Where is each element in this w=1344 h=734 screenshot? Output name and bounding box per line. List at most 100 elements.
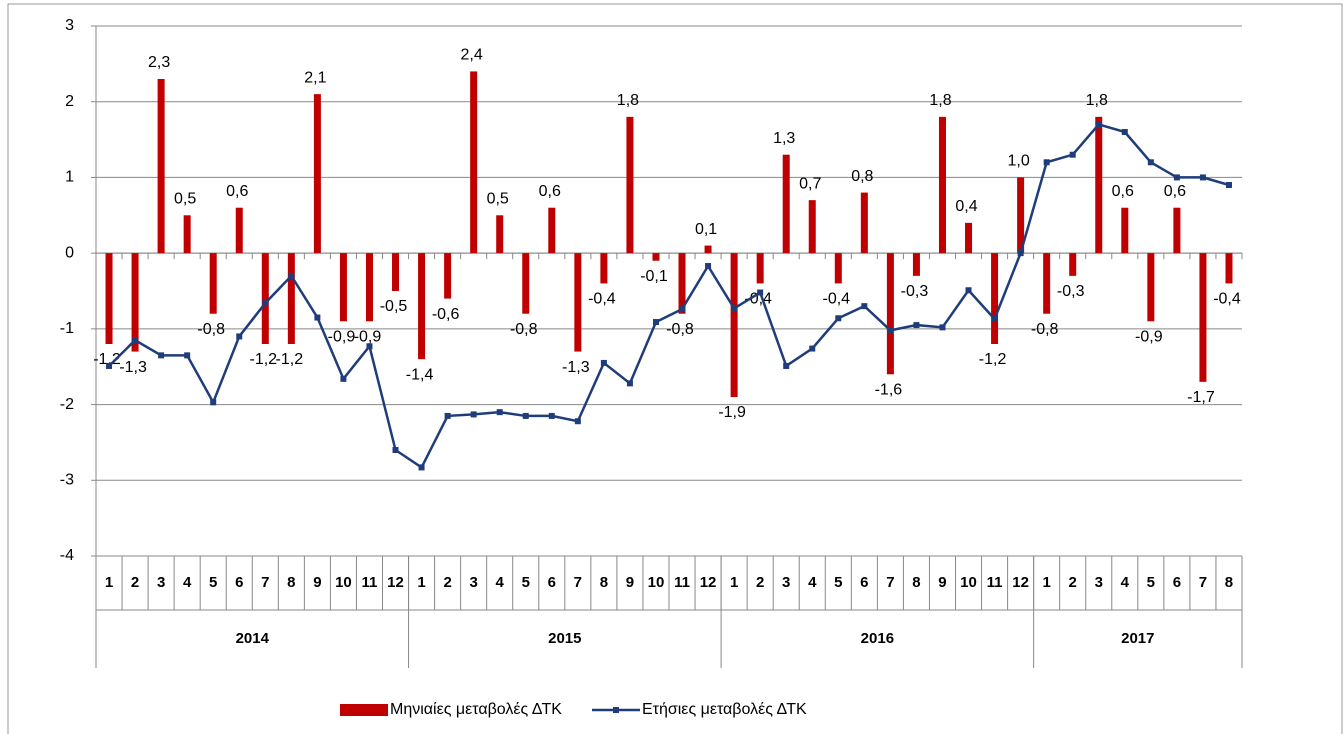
marker [1225, 182, 1232, 188]
bar [1017, 177, 1025, 254]
x-tick-label: 6 [860, 574, 868, 591]
data-label: 0,6 [1164, 183, 1186, 200]
x-tick-label: 8 [287, 574, 295, 591]
x-tick-label: 5 [522, 574, 530, 591]
data-label: 2,1 [304, 69, 326, 86]
bar [886, 253, 894, 375]
bar [1121, 207, 1129, 254]
marker [1069, 151, 1076, 158]
data-label: -0,8 [666, 321, 694, 338]
data-label: -0,8 [1031, 321, 1059, 338]
x-tick-label: 4 [496, 574, 505, 591]
marker [262, 300, 269, 307]
bar [678, 253, 686, 314]
legend-swatch [340, 704, 388, 716]
x-tick-label: 12 [700, 574, 717, 591]
bar [626, 116, 634, 254]
x-tick-label: 11 [674, 574, 690, 591]
bar [105, 253, 113, 344]
x-tick-label: 2 [756, 574, 764, 591]
bar [261, 253, 269, 344]
data-label: -0,4 [588, 291, 616, 308]
data-label: 0,4 [955, 198, 977, 215]
marker [366, 343, 373, 350]
marker [991, 316, 998, 323]
x-tick-label: 8 [1225, 574, 1233, 591]
bar [756, 253, 764, 284]
data-label: -0,3 [1057, 283, 1085, 300]
marker [600, 359, 607, 366]
x-tick-label: 7 [886, 574, 894, 591]
marker [809, 345, 816, 352]
marker [496, 409, 503, 416]
marker [652, 319, 659, 326]
x-tick-label: 5 [1147, 574, 1155, 591]
y-tick-label: -4 [60, 547, 74, 564]
bar [444, 253, 452, 299]
x-tick-label: 4 [808, 574, 817, 591]
x-tick-label: 3 [469, 574, 477, 591]
marker [731, 305, 738, 312]
x-tick-label: 7 [261, 574, 269, 591]
marker [184, 352, 191, 359]
x-tick-label: 2 [131, 574, 139, 591]
marker [1147, 159, 1154, 166]
data-label: -1,6 [875, 382, 903, 399]
marker [418, 464, 425, 471]
marker [314, 314, 321, 321]
marker [132, 337, 139, 344]
data-label: 2,4 [461, 47, 483, 64]
marker [913, 322, 920, 329]
y-tick-label: 3 [65, 17, 74, 34]
x-tick-label: 1 [105, 574, 113, 591]
bar [522, 253, 530, 314]
x-tick-label: 8 [912, 574, 920, 591]
bar [1199, 253, 1207, 382]
data-label: 1,8 [1086, 92, 1108, 109]
bar [1043, 253, 1051, 314]
bar [782, 154, 790, 254]
data-label: -0,9 [354, 329, 382, 346]
x-tick-label: 1 [417, 574, 425, 591]
marker [626, 380, 633, 387]
data-label: 2,3 [148, 54, 170, 71]
bar [131, 253, 139, 352]
x-group-label: 2017 [1121, 630, 1154, 647]
bar [209, 253, 217, 314]
bar [157, 79, 165, 254]
data-label: -0,1 [640, 268, 668, 285]
marker [470, 411, 477, 418]
data-label: -0,9 [1135, 329, 1163, 346]
marker [444, 412, 451, 419]
x-tick-label: 4 [1121, 574, 1130, 591]
x-tick-label: 3 [1095, 574, 1103, 591]
bar [1069, 253, 1077, 276]
y-tick-label: 1 [65, 169, 74, 186]
bar [235, 207, 243, 254]
marker [887, 327, 894, 334]
x-tick-label: 1 [1042, 574, 1050, 591]
x-tick-label: 9 [938, 574, 946, 591]
x-tick-label: 9 [626, 574, 634, 591]
marker [965, 287, 972, 294]
x-tick-label: 5 [209, 574, 217, 591]
data-label: -1,7 [1187, 389, 1215, 406]
marker [1173, 174, 1180, 181]
x-tick-label: 2 [443, 574, 451, 591]
marker [835, 315, 842, 322]
data-label: -0,9 [328, 329, 356, 346]
x-group-label: 2015 [548, 630, 581, 647]
bar [418, 253, 426, 360]
x-tick-label: 2 [1069, 574, 1077, 591]
marker [1095, 121, 1102, 128]
bar [287, 253, 295, 344]
data-label: 0,5 [487, 191, 509, 208]
marker [1017, 250, 1024, 257]
bar [1095, 116, 1103, 254]
data-label: 0,8 [851, 168, 873, 185]
marker [1199, 174, 1206, 181]
marker [288, 272, 295, 279]
data-label: 0,6 [1112, 183, 1134, 200]
x-tick-label: 9 [313, 574, 321, 591]
marker [574, 418, 581, 425]
